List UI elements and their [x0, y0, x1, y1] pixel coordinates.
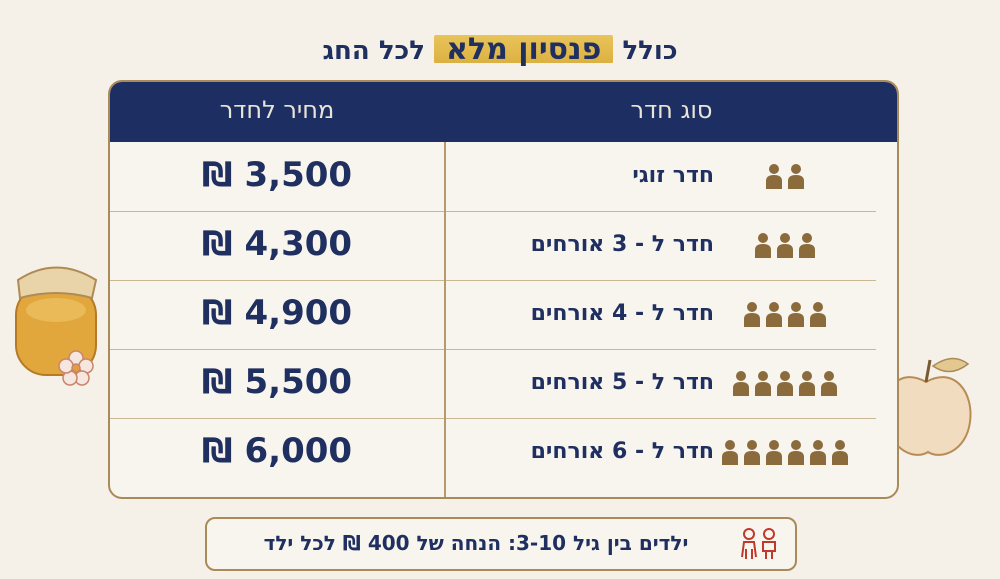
title-start: כולל — [622, 36, 678, 66]
kids-icon — [741, 528, 776, 559]
row-separator — [110, 349, 444, 350]
column-header: מחיר לחדר — [219, 96, 335, 124]
title-highlight: פנסיון מלא — [434, 32, 614, 67]
row-separator — [446, 418, 876, 419]
price: 4,300 ₪ — [201, 223, 353, 264]
guest-icons — [744, 301, 826, 327]
honey-jar — [15, 266, 98, 386]
price: 5,500 ₪ — [201, 361, 353, 402]
title-end: לכל החג — [322, 36, 426, 66]
footer-box: ילדים בין גיל 3-10: הנחה של 400 ₪ לכל יל… — [205, 517, 797, 571]
room-type: חדר ל - 4 אורחים — [530, 300, 714, 326]
room-type: חדר ל - 6 אורחים — [530, 438, 714, 464]
guest-icons — [733, 370, 837, 396]
row-separator — [446, 211, 876, 212]
price-table: סוג חדר מחיר לחדר 3,500 ₪ חדר זוגי 4,300 ₪… — [108, 80, 899, 499]
column-divider — [444, 142, 446, 497]
column-header: סוג חדר — [630, 96, 713, 124]
price: 3,500 ₪ — [201, 154, 353, 195]
price: 6,000 ₪ — [201, 430, 353, 471]
room-type: חדר ל - 3 אורחים — [530, 231, 714, 257]
row-separator — [110, 418, 444, 419]
row-separator — [110, 280, 444, 281]
guest-icons — [766, 163, 804, 189]
guest-icons — [755, 232, 815, 258]
guest-icons — [722, 439, 848, 465]
room-type: חדר זוגי — [632, 162, 714, 188]
row-separator — [446, 349, 876, 350]
price: 4,900 ₪ — [201, 292, 353, 333]
title: כולל פנסיון מלא לכל החג — [0, 32, 1000, 67]
row-separator — [446, 280, 876, 281]
room-type: חדר ל - 5 אורחים — [530, 369, 714, 395]
row-separator — [110, 211, 444, 212]
table-header: סוג חדר מחיר לחדר — [110, 82, 897, 142]
footer-note: ילדים בין גיל 3-10: הנחה של 400 ₪ לכל יל… — [263, 531, 689, 555]
